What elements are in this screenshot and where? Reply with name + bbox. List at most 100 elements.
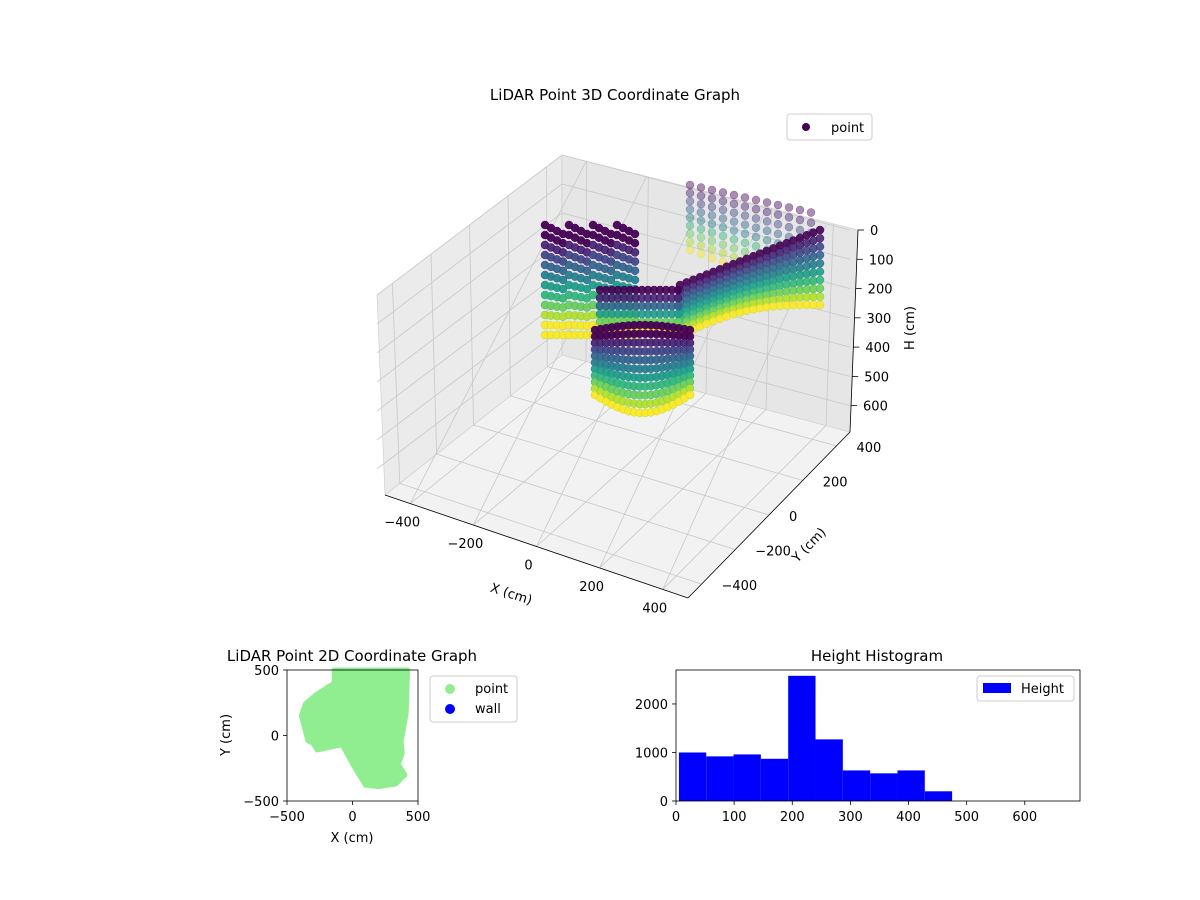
chart-3d-title: LiDAR Point 3D Coordinate Graph [490,86,740,104]
x-tick-label-3d: −400 [384,516,420,531]
lidar-point [707,219,717,229]
x-axis-3d [384,494,689,599]
lidar-point [815,225,825,235]
y-axis-3d [687,431,851,599]
grid-y-line [473,424,770,516]
x-tick-label-2d: 500 [406,810,431,825]
lidar-point [815,284,825,293]
lidar-point [630,248,640,257]
x-tick-label-3d: −200 [448,537,484,552]
lidar-point [673,301,683,311]
grid-z-line [376,154,851,296]
lidar-point [707,228,717,237]
legend-label-height: Height [1021,682,1064,697]
grid-y-vertical [430,254,438,455]
x-tick-label-hist: 600 [1012,810,1037,825]
legend-marker-point [802,123,810,131]
z-axis-3d [849,229,859,433]
y-axis-label-3d: Y (cm) [789,525,830,566]
lidar-point [815,250,825,260]
lidar-point [696,216,706,225]
point-cloud [540,180,825,418]
lidar-point [815,300,825,310]
lidar-point [582,275,592,285]
z-tick-label-3d: 400 [865,341,890,356]
lidar-point [740,229,750,238]
lidar-point [740,193,750,202]
axes-3d: −400 −200 0 200 400 −400 −200 0 200 400 0 100 200 300… [384,224,893,616]
lidar-point [673,285,683,295]
y-tick-label-hist: 2000 [635,698,668,713]
legend-label-point: point [831,121,864,136]
lidar-point [729,235,739,244]
lidar-point [729,217,739,226]
lidar-point [673,309,683,319]
lidar-point [740,202,750,211]
chart-2d: LiDAR Point 2D Coordinate Graph −500 0 500… [219,647,518,846]
lidar-point [696,199,706,209]
lidar-point [773,200,783,210]
x-axis-label-3d: X (cm) [488,581,534,609]
grid-y-vertical [507,195,511,396]
lidar-point [784,203,794,212]
plot-frame-hist [675,669,1081,802]
chart-2d-title: LiDAR Point 2D Coordinate Graph [227,647,477,665]
y-tick-label-3d: 0 [789,510,797,525]
z-tick-label-3d: 0 [870,224,878,239]
lidar-point [718,188,728,197]
grid-x-vertical [825,223,834,426]
y-tick-label-2d: 0 [271,730,279,745]
x-tick-label-hist: 200 [780,810,805,825]
lidar-point [558,266,568,275]
x-axis-label-2d: X (cm) [331,831,374,846]
lidar-point [696,241,706,250]
lidar-point [718,231,728,241]
lidar-point [762,198,772,207]
legend-hist: Height [976,675,1075,702]
lidar-point [729,244,739,253]
lidar-point [707,236,717,246]
lidar-point [630,229,640,239]
x-tick-label-hist: 400 [896,810,921,825]
legend-3d: point [786,113,873,141]
lidar-point [718,205,728,215]
lidar-point [751,232,761,242]
y-tick-label-2d: 500 [254,664,279,679]
chart-3d: −400 −200 0 200 400 −400 −200 0 200 400 0 100 200 300… [376,86,918,616]
histogram-bar [788,675,816,801]
y-axis-label-2d: Y (cm) [219,714,234,757]
lidar-point [582,266,592,275]
lidar-point [795,225,805,235]
legend-swatch-height [983,683,1011,693]
y-tick-label-hist: 1000 [635,746,668,761]
lidar-point [784,213,794,222]
z-tick-label-3d: 300 [867,312,892,327]
lidar-point [751,223,761,232]
x-tick-label-3d: 200 [579,580,604,595]
grid-y-line [399,482,702,585]
y-tick-label-3d: −200 [755,545,791,560]
lidar-point [707,253,717,263]
lidar-point [685,197,695,206]
lidar-point [740,247,750,257]
lidar-point [606,275,616,285]
lidar-point [630,275,640,285]
lidar-point [815,292,825,301]
lidar-point [815,267,825,276]
lidar-point [630,266,640,275]
lidar-point [696,224,706,234]
y-tick-label-3d: −400 [722,579,758,594]
legend-label-wall: wall [475,702,501,717]
scatter-area [298,667,411,790]
lidar-point [558,284,568,294]
lidar-point [740,238,750,248]
lidar-point [707,211,717,220]
histogram-bar [815,739,843,801]
ticks-histogram: 0 100 200 300 400 500 600 0 1000 2000 [635,698,1037,825]
y-tick-label-3d: 400 [857,441,882,456]
grid-y-vertical [392,283,401,484]
histogram-bar [706,756,734,801]
lidar-point [718,223,728,232]
lidar-point [773,229,783,239]
